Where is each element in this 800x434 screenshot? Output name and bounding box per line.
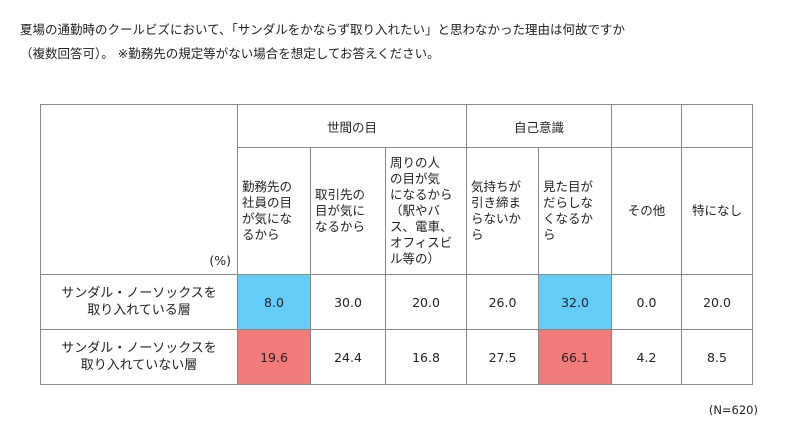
table-row: サンダル・ノーソックスを 取り入れている層 8.0 30.0 20.0 26.0 32.0 0… <box>40 274 753 330</box>
value-cell: 32.0 <box>538 274 612 330</box>
column-header-5: その他 <box>611 147 682 275</box>
question-line-2: （複数回答可）。 ※勤務先の規定等がない場合を想定してお答えください。 <box>20 46 440 61</box>
value-cell: 19.6 <box>237 329 311 385</box>
value-cell: 24.4 <box>310 329 386 385</box>
column-header-4: 見た目が だらしな くなるから <box>538 147 612 275</box>
value-cell: 16.8 <box>385 329 467 385</box>
column-header-1: 取引先の 目が気に なるから <box>310 147 386 275</box>
group-header-1: 自己意識 <box>466 104 612 148</box>
column-header-3: 気持ちが 引き締ま らないから <box>466 147 539 275</box>
question-text: 夏場の通勤時のクールビズにおいて、「サンダルをかならず取り入れたい」と思わなかっ… <box>20 18 790 66</box>
value-cell: 30.0 <box>310 274 386 330</box>
row-label-0: サンダル・ノーソックスを 取り入れている層 <box>40 274 238 330</box>
column-header-0: 勤務先の 社員の目 が気にな るから <box>237 147 311 275</box>
value-cell: 4.2 <box>611 329 682 385</box>
group-header-2 <box>611 104 682 148</box>
group-header-row: (%) 世間の目 自己意識 <box>40 104 753 275</box>
column-header-6: 特になし <box>681 147 753 275</box>
table-row: サンダル・ノーソックスを 取り入れていない層 19.6 24.4 16.8 27.5 66.… <box>40 329 753 385</box>
column-header-row: 勤務先の 社員の目 が気にな るから 取引先の 目が気に なるから 周りの人 の目が気 になるから… <box>41 147 753 275</box>
value-cell: 20.0 <box>681 274 753 330</box>
group-header-0: 世間の目 <box>237 104 467 148</box>
value-cell: 66.1 <box>538 329 612 385</box>
question-line-1: 夏場の通勤時のクールビズにおいて、「サンダルをかならず取り入れたい」と思わなかっ… <box>20 22 626 37</box>
sample-size-note: (N=620) <box>708 403 758 417</box>
value-cell: 27.5 <box>466 329 539 385</box>
value-cell: 0.0 <box>611 274 682 330</box>
value-cell: 8.5 <box>681 329 753 385</box>
row-label-1: サンダル・ノーソックスを 取り入れていない層 <box>40 329 238 385</box>
value-cell: 20.0 <box>385 274 467 330</box>
value-cell: 26.0 <box>466 274 539 330</box>
group-header-3 <box>681 104 753 148</box>
unit-label: (%) <box>40 104 238 275</box>
value-cell: 8.0 <box>237 274 311 330</box>
results-table: (%) 世間の目 自己意識 勤務先の 社員の目 が気にな るから 取引先の 目が気に なるから 周り… <box>40 104 753 385</box>
column-header-2: 周りの人 の目が気 になるから （駅やバ ス、電車、 オフィスビ ル等の） <box>385 147 467 275</box>
